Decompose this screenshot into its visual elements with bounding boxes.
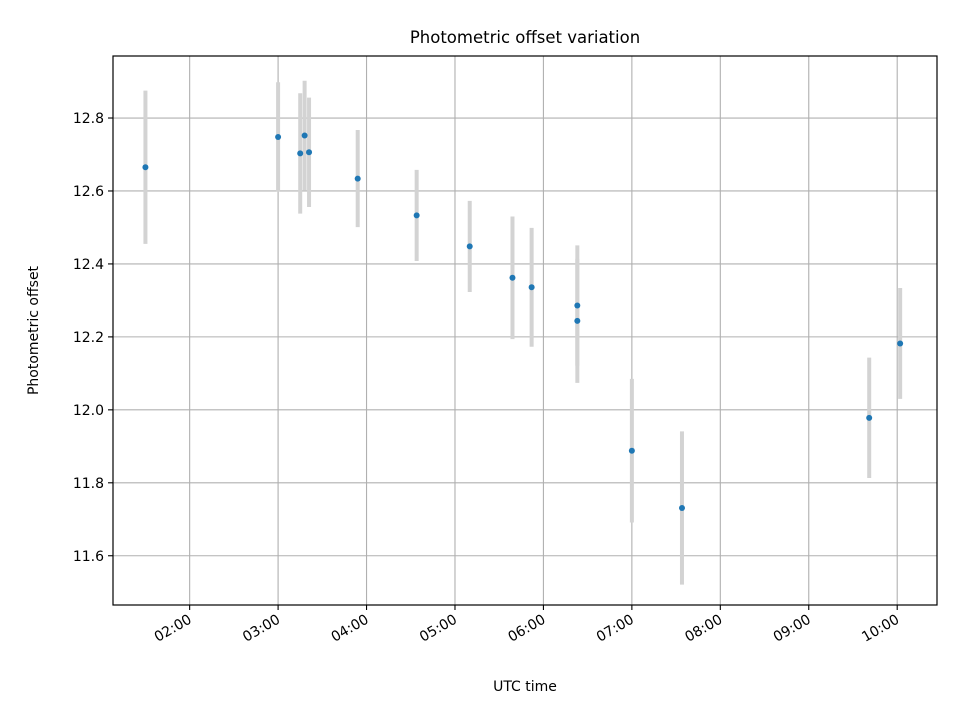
data-point — [574, 317, 581, 324]
y-tick-label: 12.8 — [73, 111, 104, 127]
y-axis-label: Photometric offset — [26, 265, 42, 395]
data-point — [301, 132, 308, 139]
x-tick-label: 07:00 — [594, 612, 637, 646]
data-point — [354, 175, 361, 182]
data-point — [413, 212, 420, 219]
data-point — [897, 340, 904, 347]
x-axis-label: UTC time — [493, 679, 557, 695]
y-tick-label: 12.2 — [73, 330, 104, 346]
plot-frame — [112, 55, 938, 606]
data-point — [528, 284, 535, 291]
data-point — [628, 447, 635, 454]
y-tick-label: 12.6 — [73, 184, 104, 200]
x-tick-label: 09:00 — [771, 612, 814, 646]
data-point — [297, 150, 304, 157]
x-tick-label: 06:00 — [505, 612, 548, 646]
data-point — [509, 274, 516, 281]
y-tick-label: 12.0 — [73, 403, 104, 419]
grid — [113, 56, 937, 605]
data-point — [306, 149, 313, 156]
data-point — [466, 243, 473, 250]
y-tick-label: 11.8 — [73, 476, 104, 492]
data-points — [142, 132, 904, 511]
x-tick-label: 05:00 — [417, 612, 460, 646]
data-point — [866, 414, 873, 421]
data-point — [275, 133, 282, 140]
x-tick-label: 08:00 — [682, 612, 725, 646]
y-tick-label: 12.4 — [73, 257, 104, 273]
y-tick-label: 11.6 — [73, 549, 104, 565]
x-tick-label: 03:00 — [240, 612, 283, 646]
x-tick-label: 04:00 — [329, 612, 372, 646]
data-point — [678, 504, 685, 511]
data-point — [574, 302, 581, 309]
x-tick-label: 10:00 — [859, 612, 902, 646]
chart-title: Photometric offset variation — [410, 28, 640, 47]
error-bars — [143, 80, 903, 585]
data-point — [142, 164, 149, 171]
x-tick-label: 02:00 — [152, 612, 195, 646]
